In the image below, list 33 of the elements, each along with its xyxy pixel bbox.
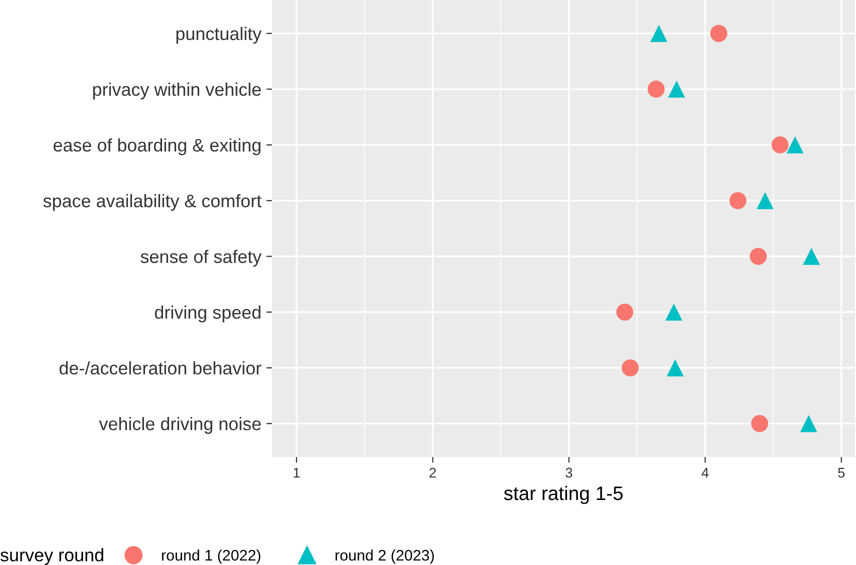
legend-title: survey round — [0, 548, 104, 565]
x-tick-label: 4 — [702, 468, 709, 478]
legend-label: round 1 (2022) — [162, 549, 260, 564]
x-tick-label: 2 — [430, 468, 436, 478]
point — [756, 192, 774, 210]
y-tick-label: ease of boarding & exiting — [54, 138, 260, 156]
y-tick-label: driving speed — [154, 306, 260, 322]
x-axis-title: star rating 1-5 — [504, 486, 623, 504]
y-tick-label: vehicle driving noise — [99, 417, 261, 434]
point — [710, 24, 728, 42]
point — [802, 248, 820, 265]
point — [622, 359, 639, 376]
legend-label: round 2 (2023) — [336, 549, 434, 564]
x-tick-label: 5 — [838, 468, 845, 478]
point — [800, 415, 818, 432]
x-tick-label: 1 — [294, 468, 300, 478]
point — [750, 248, 767, 265]
point — [786, 136, 804, 154]
point — [751, 415, 768, 432]
x-tick-label: 3 — [566, 468, 572, 478]
point — [666, 359, 684, 376]
y-tick-label: punctuality — [176, 26, 262, 44]
point — [616, 304, 634, 321]
point — [648, 80, 665, 98]
point — [729, 192, 746, 210]
y-tick-label: privacy within vehicle — [93, 82, 261, 100]
point — [665, 304, 682, 321]
y-tick-label: sense of safety — [140, 250, 262, 267]
point — [650, 24, 668, 42]
point — [772, 136, 789, 154]
y-tick-label: space availability & comfort — [43, 194, 262, 211]
point — [668, 80, 686, 98]
y-tick-label: de-/acceleration behavior — [60, 361, 262, 375]
